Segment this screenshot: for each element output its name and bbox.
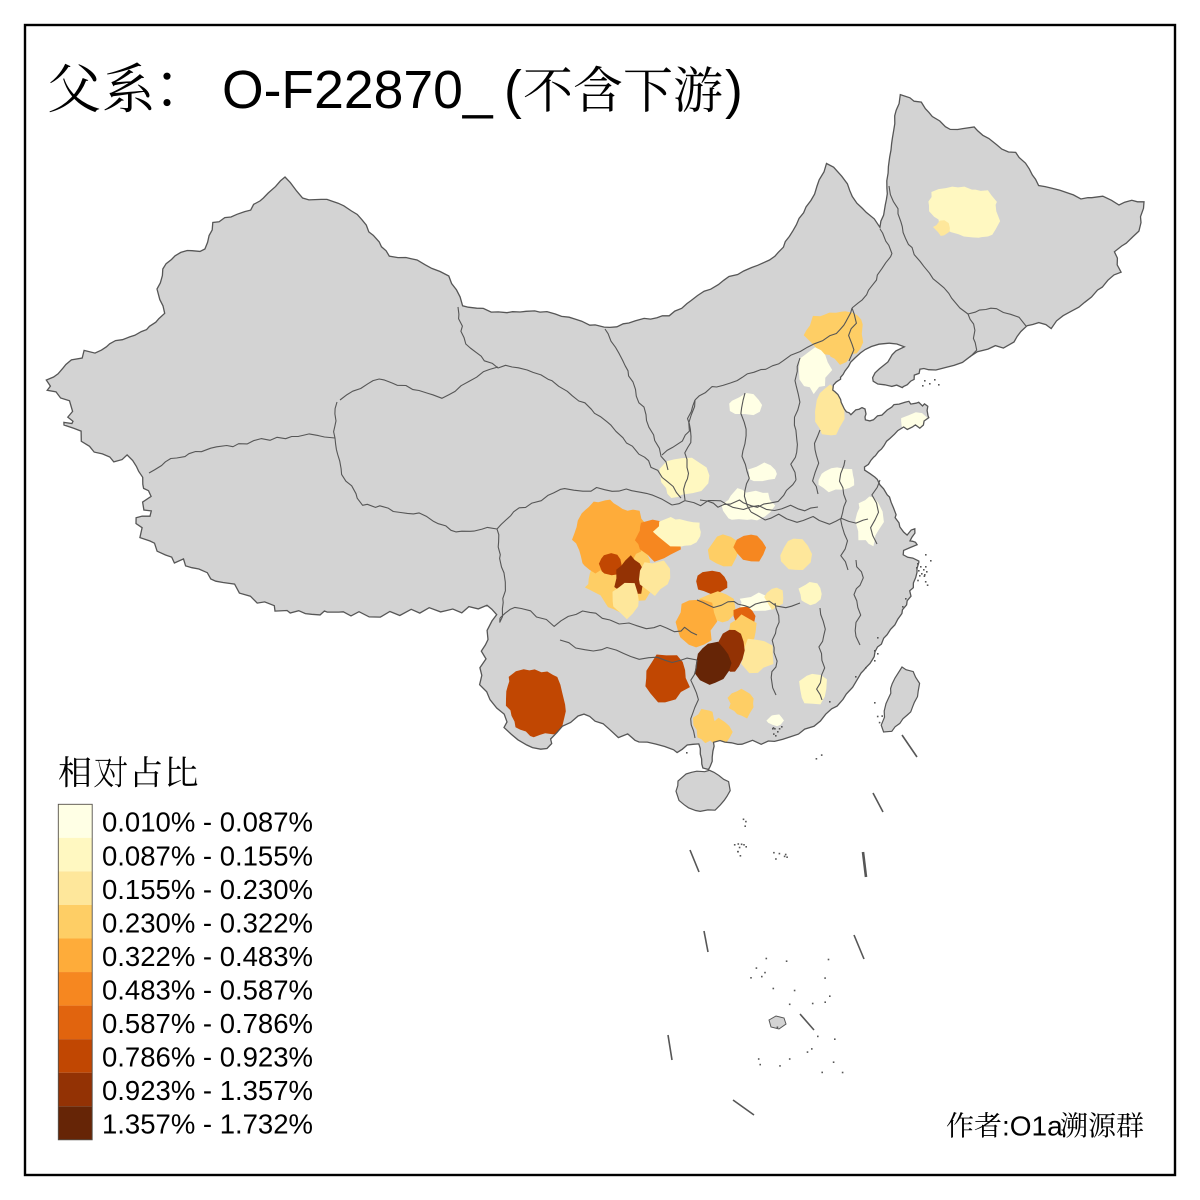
svg-text:0.786% - 0.923%: 0.786% - 0.923%	[102, 1042, 313, 1073]
svg-text:O-F22870_: O-F22870_	[222, 61, 494, 120]
svg-text:0.923% - 1.357%: 0.923% - 1.357%	[102, 1075, 313, 1106]
svg-text:0.155% - 0.230%: 0.155% - 0.230%	[102, 874, 313, 905]
svg-text:0.483% - 0.587%: 0.483% - 0.587%	[102, 974, 313, 1005]
svg-text:1.357% - 1.732%: 1.357% - 1.732%	[102, 1109, 313, 1140]
svg-text::O1a: :O1a	[1002, 1111, 1063, 1142]
svg-text:0.587% - 0.786%: 0.587% - 0.786%	[102, 1008, 313, 1039]
svg-text:): )	[725, 61, 743, 120]
svg-text:(: (	[504, 61, 522, 120]
svg-text:0.230% - 0.322%: 0.230% - 0.322%	[102, 907, 313, 938]
svg-text:0.010% - 0.087%: 0.010% - 0.087%	[102, 807, 313, 838]
svg-text:0.322% - 0.483%: 0.322% - 0.483%	[102, 941, 313, 972]
svg-text:0.087% - 0.155%: 0.087% - 0.155%	[102, 840, 313, 871]
